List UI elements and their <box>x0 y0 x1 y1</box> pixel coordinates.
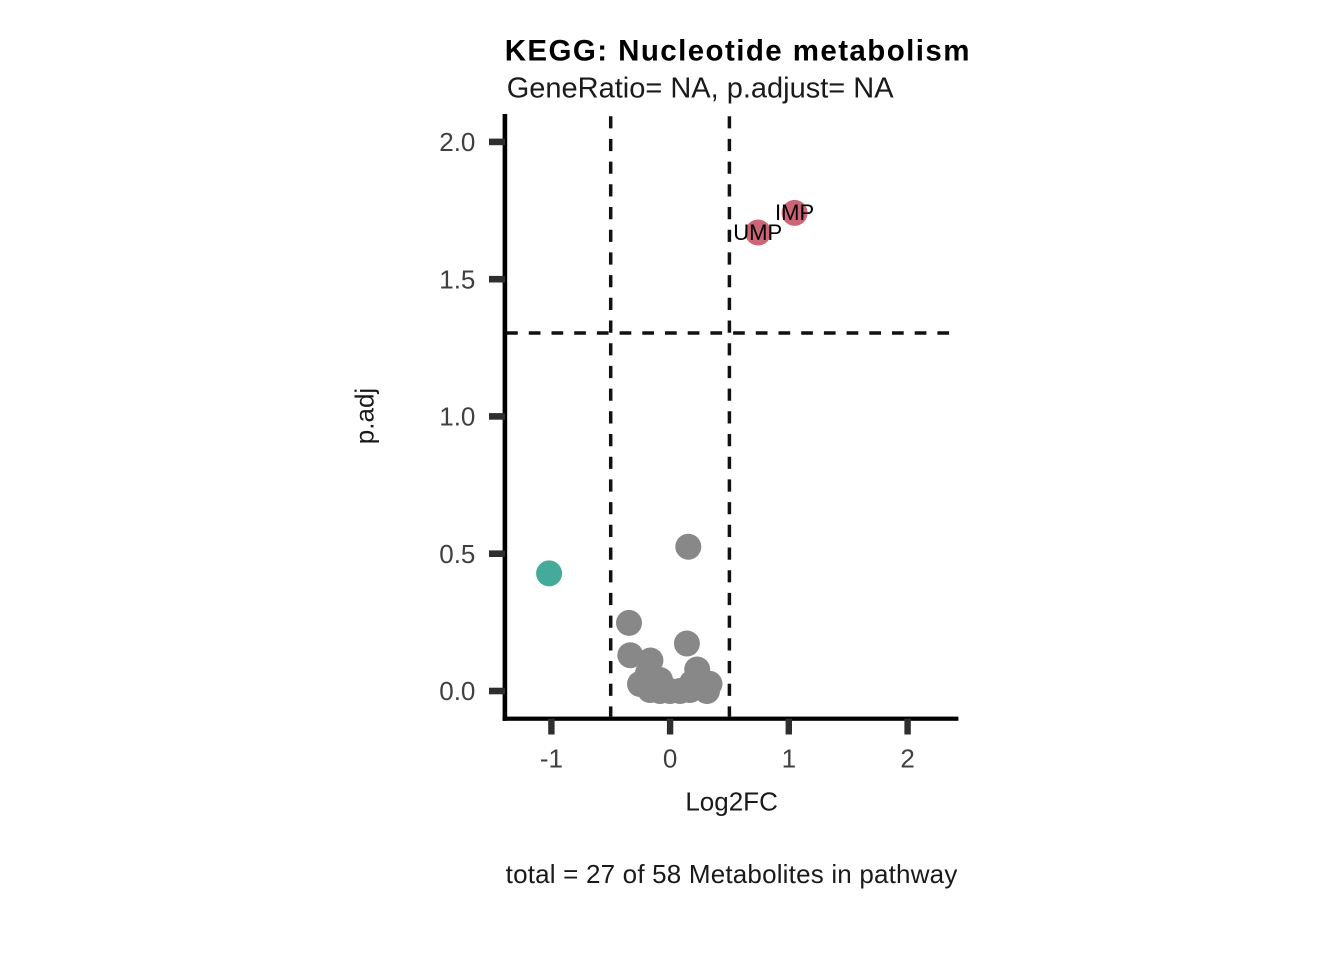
svg-text:0.5: 0.5 <box>439 539 475 569</box>
svg-text:KEGG: Nucleotide metabolism: KEGG: Nucleotide metabolism <box>505 35 971 68</box>
svg-text:0: 0 <box>663 744 677 774</box>
svg-text:2.0: 2.0 <box>439 127 475 157</box>
svg-text:UMP: UMP <box>733 220 782 245</box>
svg-text:total = 27 of 58 Metabolites i: total = 27 of 58 Metabolites in pathway <box>506 859 958 889</box>
svg-text:1.0: 1.0 <box>439 402 475 432</box>
svg-text:Log2FC: Log2FC <box>685 787 778 817</box>
svg-text:1.5: 1.5 <box>439 264 475 294</box>
svg-text:IMP: IMP <box>775 200 814 225</box>
svg-text:p.adj: p.adj <box>349 388 379 444</box>
svg-text:1: 1 <box>782 744 796 774</box>
svg-text:0.0: 0.0 <box>439 676 475 706</box>
svg-text:-1: -1 <box>540 744 563 774</box>
svg-text:GeneRatio= NA, p.adjust= NA: GeneRatio= NA, p.adjust= NA <box>507 72 895 104</box>
svg-text:2: 2 <box>900 744 914 774</box>
